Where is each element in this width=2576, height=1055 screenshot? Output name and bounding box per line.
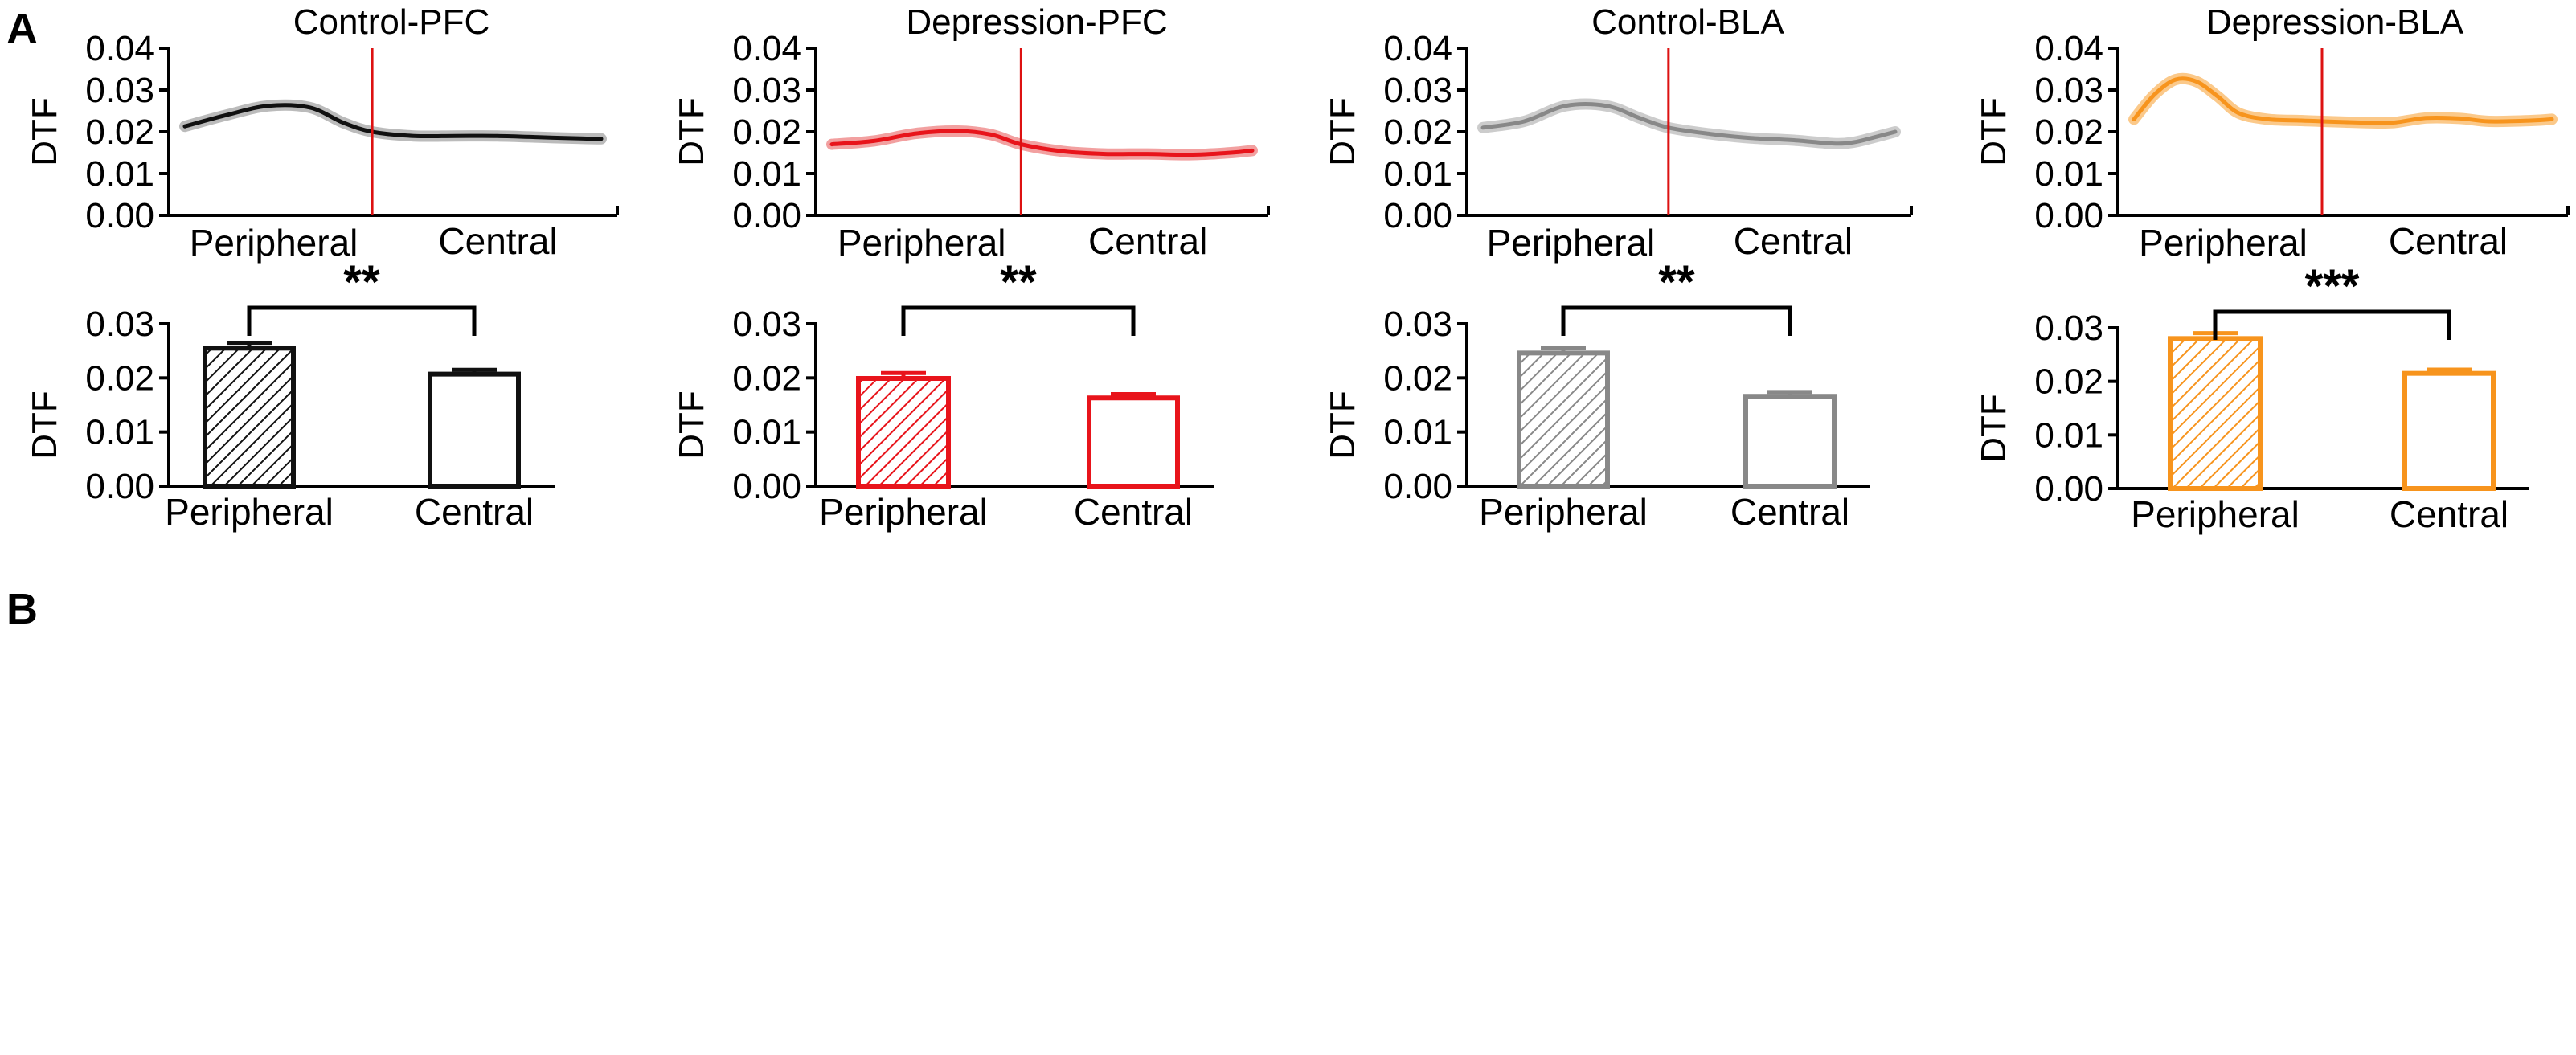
y-tick-label: 0.03: [2034, 71, 2103, 110]
sem-band: [2128, 72, 2558, 129]
y-axis-label: DTF: [25, 97, 64, 166]
x-label-central: Central: [1088, 220, 1207, 262]
x-label-central: Central: [415, 491, 534, 533]
y-tick-label: 0.00: [732, 196, 801, 235]
x-label-central: Central: [1734, 220, 1853, 262]
y-tick-label: 0.01: [85, 413, 154, 452]
y-tick-label: 0.02: [732, 358, 801, 398]
bar-chart-1: 0.00 0.01 0.02 0.03 DTF Peripheral Central **: [25, 256, 555, 533]
y-tick-label: 0.00: [2034, 196, 2103, 235]
y-tick-label: 0.04: [85, 29, 154, 68]
significance-bracket: [1561, 305, 1792, 336]
y-tick-label: 0.01: [732, 413, 801, 452]
significance-bracket: [2213, 309, 2451, 340]
sem-band: [1477, 98, 1901, 149]
bar-peripheral: [856, 376, 951, 489]
y-axis-label: DTF: [1323, 97, 1362, 166]
y-tick-label: 0.02: [732, 112, 801, 152]
x-label-peripheral: Peripheral: [1487, 222, 1656, 264]
x-label-peripheral: Peripheral: [838, 222, 1006, 264]
x-label-peripheral: Peripheral: [819, 491, 988, 533]
line-chart-4: Depression-BLA 0.000.010.020.030.04 DTF Per…: [1974, 2, 2570, 264]
y-tick-label: 0.01: [732, 154, 801, 194]
y-tick-label: 0.03: [85, 305, 154, 344]
chart-title: Depression-BLA: [2206, 2, 2464, 42]
series-line: [1480, 102, 1898, 146]
line-chart-1: Control-PFC 0.000.010.020.030.04 DTF Periph…: [25, 2, 619, 264]
y-tick-label: 0.00: [2034, 469, 2103, 509]
y-tick-label: 0.04: [1383, 29, 1452, 68]
chart-title: Control-PFC: [293, 2, 490, 42]
bar-peripheral: [1517, 350, 1610, 489]
x-label-peripheral: Peripheral: [2131, 493, 2300, 535]
y-tick-label: 0.03: [85, 71, 154, 110]
y-tick-label: 0.00: [85, 196, 154, 235]
y-axis-label: DTF: [672, 97, 711, 166]
y-tick-label: 0.01: [1383, 413, 1452, 452]
y-axis-label: DTF: [672, 391, 711, 460]
y-tick-label: 0.02: [2034, 362, 2103, 402]
x-label-peripheral: Peripheral: [190, 222, 358, 264]
panel-label-b: B: [6, 585, 38, 633]
significance-stars: **: [1000, 256, 1037, 309]
bar-chart-3: 0.00 0.01 0.02 0.03 DTF Peripheral Central **: [1323, 256, 1870, 533]
y-axis-label: DTF: [1323, 391, 1362, 460]
y-tick-label: 0.03: [1383, 71, 1452, 110]
x-label-peripheral: Peripheral: [1479, 491, 1648, 533]
y-tick-label: 0.00: [1383, 196, 1452, 235]
bar-central: [1087, 395, 1180, 489]
significance-bracket: [901, 305, 1136, 336]
x-label-central: Central: [438, 220, 557, 262]
y-tick-label: 0.02: [1383, 358, 1452, 398]
bar-peripheral: [2168, 336, 2263, 492]
chart-title: Depression-PFC: [906, 2, 1167, 42]
y-tick-label: 0.01: [2034, 154, 2103, 194]
bar-central: [2402, 370, 2496, 491]
y-tick-label: 0.00: [732, 467, 801, 506]
y-tick-label: 0.03: [1383, 305, 1452, 344]
line-chart-3: Control-BLA 0.000.010.020.030.04 DTF Periph…: [1323, 2, 1913, 264]
significance-stars: **: [343, 256, 380, 309]
line-chart-2: Depression-PFC 0.000.010.020.030.04 DTF Per…: [672, 2, 1270, 264]
charts: Control-PFC0.000.010.020.030.04DTFPeriph…: [25, 2, 2570, 535]
y-tick-label: 0.04: [732, 29, 801, 68]
x-label-peripheral: Peripheral: [165, 491, 334, 533]
bar-central: [1743, 394, 1837, 489]
sem-band: [826, 125, 1258, 161]
y-tick-label: 0.02: [85, 358, 154, 398]
x-label-central: Central: [1730, 491, 1849, 533]
y-tick-label: 0.02: [1383, 112, 1452, 152]
y-tick-label: 0.02: [85, 112, 154, 152]
y-axis-label: DTF: [1974, 97, 2013, 166]
y-tick-label: 0.04: [2034, 29, 2103, 68]
y-tick-label: 0.03: [732, 305, 801, 344]
series-line: [2132, 76, 2554, 125]
chart-title: Control-BLA: [1591, 2, 1784, 42]
significance-stars: ***: [2305, 260, 2360, 313]
x-label-central: Central: [2390, 493, 2508, 535]
bar-central: [428, 371, 521, 489]
y-tick-label: 0.01: [2034, 415, 2103, 455]
y-tick-label: 0.03: [2034, 309, 2103, 348]
y-tick-label: 0.00: [85, 467, 154, 506]
panel-label-a: A: [6, 5, 38, 53]
bar-chart-4: 0.00 0.01 0.02 0.03 DTF Peripheral Central ***: [1974, 260, 2529, 535]
x-label-peripheral: Peripheral: [2139, 222, 2308, 264]
bar-chart-2: 0.00 0.01 0.02 0.03 DTF Peripheral Central **: [672, 256, 1214, 533]
series-line: [829, 129, 1255, 157]
significance-bracket: [247, 305, 477, 336]
y-axis-label: DTF: [25, 391, 64, 460]
significance-stars: **: [1658, 256, 1695, 309]
bar-peripheral: [203, 346, 296, 489]
y-tick-label: 0.01: [85, 154, 154, 194]
y-tick-label: 0.01: [1383, 154, 1452, 194]
y-tick-label: 0.02: [2034, 112, 2103, 152]
x-label-central: Central: [2389, 220, 2508, 262]
x-label-central: Central: [1074, 491, 1193, 533]
y-tick-label: 0.00: [1383, 467, 1452, 506]
y-axis-label: DTF: [1974, 394, 2013, 463]
y-tick-label: 0.03: [732, 71, 801, 110]
series-line: [182, 103, 604, 141]
